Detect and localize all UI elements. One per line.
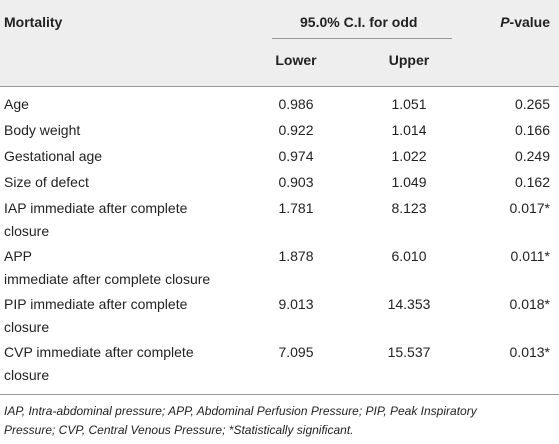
row-upper-value: 14.353 xyxy=(387,296,431,312)
table-bottom-rule xyxy=(0,394,559,395)
row-upper-value: 1.051 xyxy=(391,96,427,112)
row-p-value: 0.018* xyxy=(509,296,550,312)
row-upper-value: 1.022 xyxy=(391,148,427,164)
row-label: closure xyxy=(4,319,50,335)
header-upper: Upper xyxy=(388,52,430,68)
row-lower-value: 9.013 xyxy=(278,296,314,312)
row-lower-value: 0.974 xyxy=(278,148,314,164)
row-p-value: 0.249 xyxy=(514,148,550,164)
row-p-value: 0.166 xyxy=(514,122,550,138)
table-footnote: IAP, Intra-abdominal pressure; APP, Abdo… xyxy=(4,402,556,440)
row-label: Size of defect xyxy=(4,174,89,190)
header-p-italic: P xyxy=(500,14,510,30)
row-p-value: 0.162 xyxy=(514,174,550,190)
header-lower: Lower xyxy=(275,52,317,68)
row-label: PIP immediate after complete xyxy=(4,296,188,312)
row-upper-value: 15.537 xyxy=(387,344,431,360)
row-label: Age xyxy=(4,96,29,112)
row-lower-value: 0.922 xyxy=(278,122,314,138)
row-upper-value: 1.014 xyxy=(391,122,427,138)
row-lower-value: 1.878 xyxy=(278,248,314,264)
row-label: APP xyxy=(4,248,33,264)
header-ci-group: 95.0% C.I. for odd xyxy=(300,14,418,30)
table-header-band xyxy=(0,0,559,86)
row-label: closure xyxy=(4,223,50,239)
row-lower-value: 7.095 xyxy=(278,344,314,360)
row-p-value: 0.017* xyxy=(509,200,550,216)
row-label: Body weight xyxy=(4,122,81,138)
row-p-value: 0.011* xyxy=(510,248,550,264)
row-lower-value: 0.903 xyxy=(278,174,314,190)
header-p-value: P-value xyxy=(500,10,550,34)
row-lower-value: 0.986 xyxy=(278,96,314,112)
row-label: immediate after complete closure xyxy=(4,271,211,287)
row-label: IAP immediate after complete xyxy=(4,200,188,216)
footnote-line-2: Pressure; CVP, Central Venous Pressure; … xyxy=(4,423,354,437)
header-p-rest: -value xyxy=(509,14,550,30)
row-upper-value: 6.010 xyxy=(391,248,427,264)
row-upper-value: 8.123 xyxy=(391,200,427,216)
header-bottom-rule xyxy=(0,86,559,87)
row-upper-value: 1.049 xyxy=(391,174,427,190)
row-p-value: 0.013* xyxy=(509,344,550,360)
row-p-value: 0.265 xyxy=(514,96,550,112)
footnote-line-1: IAP, Intra-abdominal pressure; APP, Abdo… xyxy=(4,404,477,418)
row-label: closure xyxy=(4,367,50,383)
row-lower-value: 1.781 xyxy=(278,200,314,216)
row-label: Gestational age xyxy=(4,148,103,164)
header-mortality: Mortality xyxy=(4,14,63,30)
row-label: CVP immediate after complete xyxy=(4,344,194,360)
ci-group-underline xyxy=(272,38,452,39)
